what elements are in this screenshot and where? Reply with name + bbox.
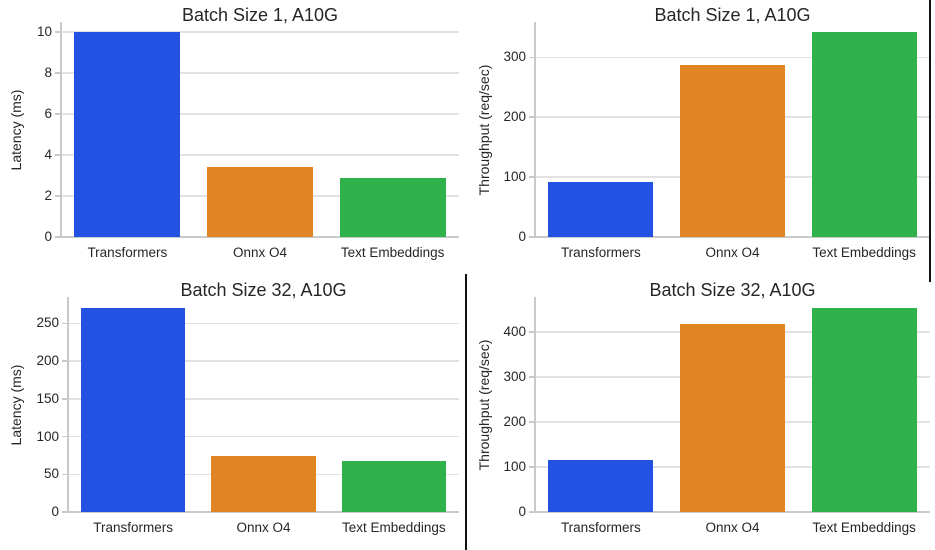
chart-title: Batch Size 1, A10G [181,5,339,25]
y-gridline [61,72,459,74]
y-axis-tick-label: 300 [503,369,526,385]
bar-onnx-o4 [206,167,314,237]
chart-latency-batch1: Batch Size 1, A10G Latency (ms) 0 2 4 6 8 10 T… [0,0,467,275]
bar-text-embeddings [811,307,917,512]
y-axis-spine [534,22,536,238]
y-gridline [535,56,930,59]
x-axis-category-label: Transformers [560,245,641,260]
bar-transformers [548,181,654,237]
chart-latency-batch32: Batch Size 32, A10G Latency (ms) 0 50 100 1… [0,275,467,550]
y-tick-mark [529,236,535,238]
x-axis-spine [534,236,930,238]
y-axis-tick-label: 250 [36,315,59,331]
y-tick-mark [62,511,68,513]
y-tick-mark [529,56,535,59]
y-axis-tick-label: 200 [503,414,526,430]
y-axis-tick-label: 200 [503,109,526,125]
x-axis-category-label: Transformers [560,520,641,535]
y-axis-tick-label: 0 [518,229,526,244]
bar-text-embeddings [811,32,917,237]
y-tick-mark [55,195,61,197]
y-tick-mark [62,322,68,325]
y-axis-tick-label: 0 [44,229,52,244]
x-axis-spine [534,511,930,513]
y-axis-tick-label: 4 [44,147,52,163]
y-tick-mark [62,398,68,400]
x-axis-spine [60,236,459,238]
chart-throughput-batch32: Batch Size 32, A10G Throughput (req/sec)… [468,275,935,550]
y-gridline [61,31,459,33]
bar-onnx-o4 [211,456,316,512]
y-tick-mark [529,331,535,333]
y-tick-mark [62,360,68,362]
y-axis-tick-label: 0 [51,504,59,519]
bar-transformers [548,460,654,512]
chart-throughput-batch1: Batch Size 1, A10G Throughput (req/sec) … [468,0,935,275]
y-tick-mark [529,176,535,178]
y-tick-mark [529,116,535,118]
bar-text-embeddings [339,177,446,237]
y-axis-spine [60,22,62,238]
y-axis-tick-label: 0 [518,504,526,519]
chart-title: Batch Size 32, A10G [649,280,816,300]
y-tick-mark [529,511,535,513]
y-tick-mark [529,376,535,378]
y-axis-label: Throughput (req/sec) [476,339,492,470]
y-axis-tick-label: 400 [503,324,526,340]
x-axis-category-label: Text Embeddings [342,520,446,535]
y-tick-mark [55,113,61,115]
x-axis-category-label: Transformers [93,520,174,535]
bar-transformers [81,307,186,512]
x-axis-category-label: Text Embeddings [812,245,916,260]
y-gridline [68,398,459,400]
y-gridline [68,322,459,325]
y-tick-mark [55,154,61,156]
y-axis-tick-label: 150 [36,390,59,406]
x-axis-category-label: Onnx O4 [236,520,291,535]
bar-onnx-o4 [679,323,786,512]
y-gridline [61,113,459,115]
y-tick-mark [55,236,61,238]
border-line-bottom-middle [465,274,467,550]
y-axis-tick-label: 100 [36,428,59,444]
y-axis-spine [67,297,69,513]
y-axis-tick-label: 8 [44,65,52,81]
chart-title: Batch Size 1, A10G [654,5,811,25]
bar-transformers [74,32,181,237]
y-gridline [68,435,459,438]
bar-text-embeddings [341,460,446,512]
y-tick-mark [529,466,535,468]
y-axis-spine [534,297,536,513]
y-axis-tick-label: 50 [43,466,59,482]
bar-onnx-o4 [679,64,786,237]
x-axis-category-label: Onnx O4 [705,520,760,535]
y-axis-tick-label: 100 [503,169,526,185]
y-gridline [68,360,459,362]
x-axis-category-label: Text Embeddings [812,520,916,535]
y-tick-mark [55,31,61,33]
y-gridline [61,154,459,156]
y-tick-mark [62,473,68,476]
y-axis-tick-label: 10 [36,24,52,40]
x-axis-category-label: Onnx O4 [232,245,287,260]
y-axis-tick-label: 6 [44,106,52,122]
y-tick-mark [529,421,535,423]
border-line-top-right-edge [929,0,931,282]
y-axis-tick-label: 300 [503,49,526,65]
y-axis-tick-label: 2 [44,188,52,204]
y-tick-mark [62,435,68,438]
x-axis-category-label: Text Embeddings [340,245,445,260]
chart-title: Batch Size 32, A10G [180,280,347,300]
x-axis-spine [67,511,459,513]
x-axis-category-label: Transformers [87,245,168,260]
x-axis-category-label: Onnx O4 [705,245,760,260]
y-axis-tick-label: 200 [36,353,59,369]
y-tick-mark [55,72,61,74]
y-axis-tick-label: 100 [503,459,526,475]
